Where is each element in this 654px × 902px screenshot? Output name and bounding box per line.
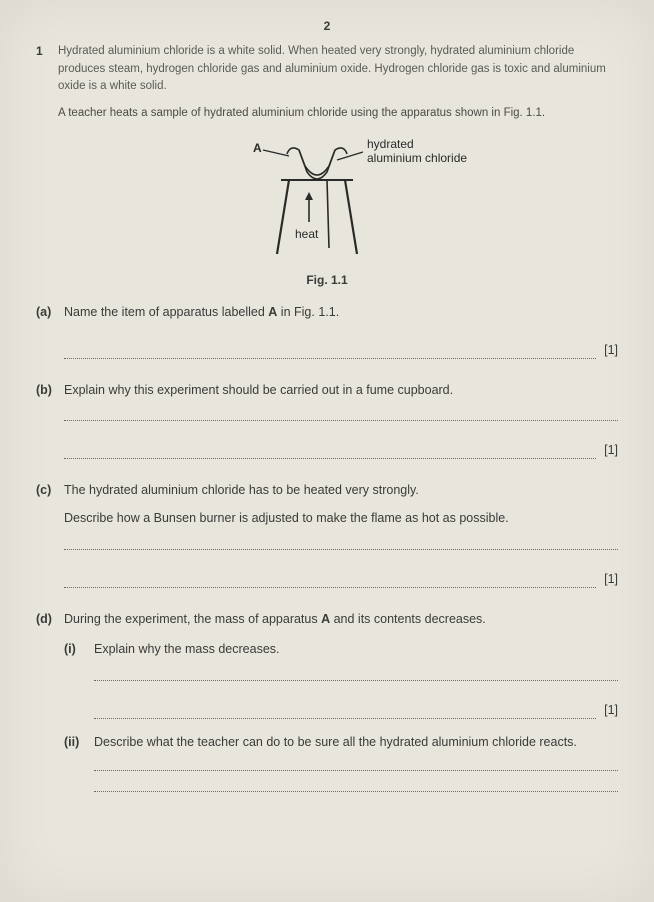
figure-caption: Fig. 1.1 — [306, 272, 347, 289]
part-a: (a) Name the item of apparatus labelled … — [36, 303, 618, 321]
part-c-answer-row-2: [1] — [64, 570, 618, 588]
part-a-marks: [1] — [604, 341, 618, 359]
part-c-text: The hydrated aluminium chloride has to b… — [64, 481, 618, 527]
part-a-label: (a) — [36, 303, 64, 321]
part-a-bold: A — [268, 305, 277, 319]
part-c-answer-row-1 — [64, 549, 618, 550]
answer-line — [94, 718, 596, 719]
part-a-text: Name the item of apparatus labelled A in… — [64, 303, 618, 321]
part-c-line1: The hydrated aluminium chloride has to b… — [64, 481, 618, 499]
page-number: 2 — [36, 18, 618, 35]
part-b-text: Explain why this experiment should be ca… — [64, 381, 618, 399]
answer-line — [94, 680, 618, 681]
part-d-ii: (ii) Describe what the teacher can do to… — [64, 733, 618, 751]
figure-wrapper: A hydrated aluminium chloride heat Fig. … — [36, 136, 618, 289]
part-d-ii-text: Describe what the teacher can do to be s… — [94, 733, 618, 751]
question-body: Hydrated aluminium chloride is a white s… — [58, 43, 618, 129]
part-b-answer-row-1 — [64, 420, 618, 421]
part-d-ii-answer-row-2 — [94, 791, 618, 792]
part-a-suffix: in Fig. 1.1. — [277, 305, 339, 319]
question-number: 1 — [36, 43, 58, 129]
part-c-label: (c) — [36, 481, 64, 527]
part-c-line2: Describe how a Bunsen burner is adjusted… — [64, 509, 618, 527]
part-c: (c) The hydrated aluminium chloride has … — [36, 481, 618, 527]
lead-sentence: A teacher heats a sample of hydrated alu… — [58, 105, 618, 122]
part-d-ii-label: (ii) — [64, 733, 94, 751]
part-c-marks: [1] — [604, 570, 618, 588]
answer-line — [64, 549, 618, 550]
part-d-i-answer-row-2: [1] — [94, 701, 618, 719]
answer-line — [94, 770, 618, 771]
figure-label-heat: heat — [295, 227, 319, 241]
apparatus-diagram: A hydrated aluminium chloride heat — [177, 136, 477, 266]
part-d-bold: A — [321, 612, 330, 626]
part-b-marks: [1] — [604, 441, 618, 459]
part-d-label: (d) — [36, 610, 64, 628]
part-d-i-label: (i) — [64, 640, 94, 658]
part-d-i-text: Explain why the mass decreases. — [94, 640, 618, 658]
part-d: (d) During the experiment, the mass of a… — [36, 610, 618, 628]
exam-page: 2 1 Hydrated aluminium chloride is a whi… — [0, 0, 654, 902]
part-a-prefix: Name the item of apparatus labelled — [64, 305, 268, 319]
part-d-prefix: During the experiment, the mass of appar… — [64, 612, 321, 626]
intro-paragraph: Hydrated aluminium chloride is a white s… — [58, 43, 618, 95]
part-b-answer-row-2: [1] — [64, 441, 618, 459]
figure-label-a: A — [253, 141, 262, 155]
answer-line — [64, 420, 618, 421]
part-d-suffix: and its contents decreases. — [330, 612, 486, 626]
part-d-text: During the experiment, the mass of appar… — [64, 610, 618, 628]
figure-label-substance-1: hydrated — [367, 137, 414, 151]
part-b: (b) Explain why this experiment should b… — [36, 381, 618, 399]
figure-label-substance-2: aluminium chloride — [367, 151, 467, 165]
part-a-answer-row: [1] — [64, 341, 618, 359]
answer-line — [94, 791, 618, 792]
part-d-i-marks: [1] — [604, 701, 618, 719]
answer-line — [64, 587, 596, 588]
question-row: 1 Hydrated aluminium chloride is a white… — [36, 43, 618, 129]
part-d-i: (i) Explain why the mass decreases. — [64, 640, 618, 658]
answer-line — [64, 458, 596, 459]
part-d-ii-answer-row-1 — [94, 770, 618, 771]
answer-line — [64, 358, 596, 359]
part-b-label: (b) — [36, 381, 64, 399]
part-d-i-answer-row-1 — [94, 680, 618, 681]
